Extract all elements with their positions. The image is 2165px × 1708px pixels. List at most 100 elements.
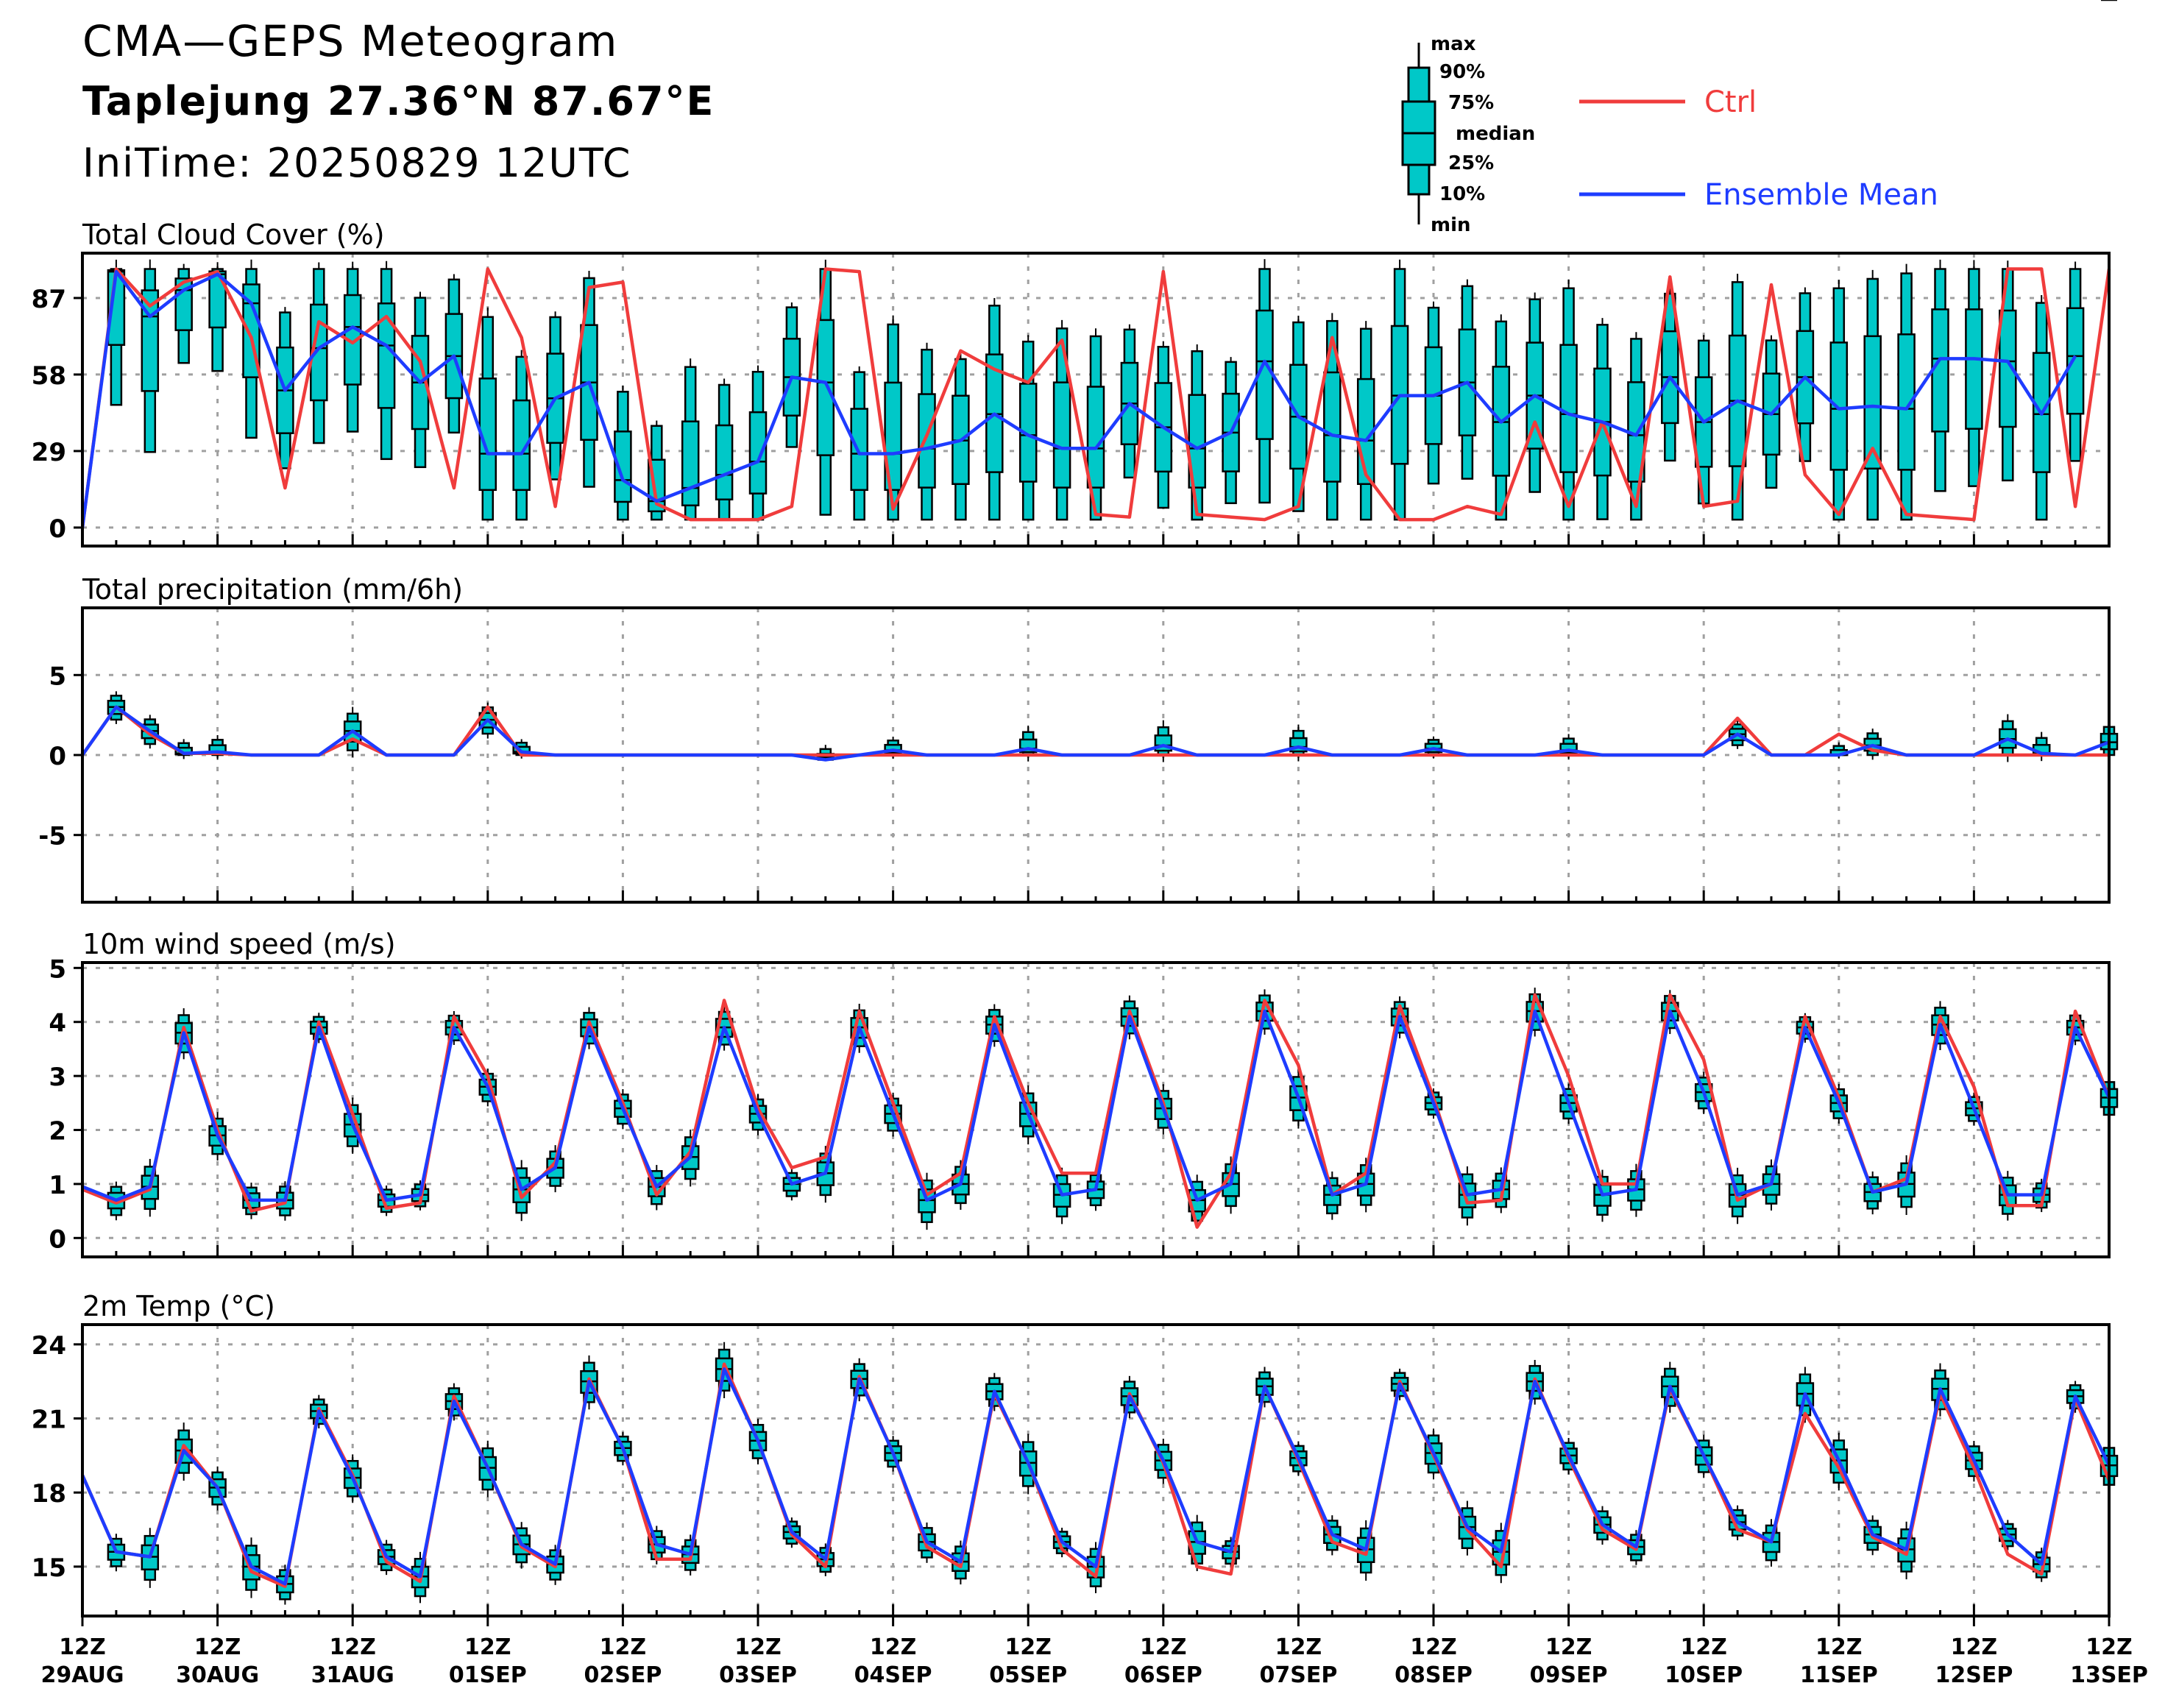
x-tick-hour-label: 12Z xyxy=(1680,1634,1727,1660)
x-tick-date-label: 11SEP xyxy=(1800,1662,1878,1688)
y-tick-label: 5 xyxy=(49,954,66,984)
box-inner xyxy=(512,399,531,492)
box-inner xyxy=(1188,394,1206,489)
station-label: Taplejung 27.36°N 87.67°E xyxy=(82,78,715,124)
panel-title-0: Total Cloud Cover (%) xyxy=(82,219,385,251)
panel-0: Total Cloud Cover (%) 0 29 58 87 xyxy=(32,0,2117,548)
x-tick-date-label: 31AUG xyxy=(311,1662,394,1688)
legend-ctrl-label: Ctrl xyxy=(1704,85,1757,119)
mean-series-line xyxy=(80,269,2077,528)
panels: Total Cloud Cover (%) 0 29 58 87 Total precip… xyxy=(32,0,2119,1617)
y-tick-label: 0 xyxy=(49,514,66,544)
panel-title-1: Total precipitation (mm/6h) xyxy=(82,573,463,606)
legend-25-label: 25% xyxy=(1448,152,1494,174)
box-inner xyxy=(2066,307,2085,415)
chart-title: CMA—GEPS Meteogram xyxy=(82,16,619,66)
y-tick-label: 1 xyxy=(49,1171,66,1200)
x-tick-date-label: 06SEP xyxy=(1124,1662,1202,1688)
box-inner xyxy=(1323,371,1342,483)
y-tick-label: 0 xyxy=(49,742,66,771)
x-tick-date-label: 08SEP xyxy=(1395,1662,1473,1688)
x-tick-hour-label: 12Z xyxy=(600,1634,647,1660)
y-tick-label: 21 xyxy=(32,1406,66,1435)
x-tick-date-label: 30AUG xyxy=(176,1662,259,1688)
box-inner xyxy=(1052,381,1071,489)
x-tick-date-label: 12SEP xyxy=(1935,1662,2013,1688)
box-inner xyxy=(918,393,936,489)
panel-title-2: 10m wind speed (m/s) xyxy=(82,928,396,960)
box-inner xyxy=(1999,309,2017,428)
x-tick-date-label: 04SEP xyxy=(854,1662,932,1688)
legend-10-label: 10% xyxy=(1439,183,1485,205)
mean-series-line xyxy=(82,1009,2111,1202)
legend-median-label: median xyxy=(1456,123,1535,145)
ctrl-series-line xyxy=(81,705,2109,757)
box-inner xyxy=(715,424,734,500)
y-tick-label: 15 xyxy=(32,1553,66,1583)
box-inner xyxy=(681,420,700,507)
x-tick-hour-label: 12Z xyxy=(194,1634,241,1660)
box-inner xyxy=(1931,308,1949,433)
x-tick-hour-label: 12Z xyxy=(1410,1634,1457,1660)
x-tick-hour-label: 12Z xyxy=(734,1634,782,1660)
box-inner xyxy=(850,408,868,492)
box-inner xyxy=(884,381,902,492)
y-tick-label: 29 xyxy=(32,438,66,467)
x-tick-date-label: 02SEP xyxy=(584,1662,662,1688)
box-inner xyxy=(1559,344,1578,473)
y-tick-label: -5 xyxy=(38,822,66,851)
x-tick-hour-label: 12Z xyxy=(2086,1634,2133,1660)
legend-max-label: max xyxy=(1431,33,1476,55)
x-tick-hour-label: 12Z xyxy=(1275,1634,1322,1660)
panel-1: Total precipitation (mm/6h) -5 0 5 xyxy=(38,573,2119,904)
panel-title-3: 2m Temp (°C) xyxy=(82,1290,275,1322)
y-tick-label: 18 xyxy=(32,1479,66,1509)
x-tick-hour-label: 12Z xyxy=(329,1634,376,1660)
box-inner xyxy=(141,289,160,392)
ctrl-series-line xyxy=(80,267,2111,528)
x-tick-hour-label: 12Z xyxy=(1951,1634,1998,1660)
x-tick-date-label: 13SEP xyxy=(2070,1662,2148,1688)
box-inner xyxy=(1965,308,1983,430)
y-tick-label: 0 xyxy=(49,1225,66,1254)
x-tick-hour-label: 12Z xyxy=(1140,1634,1187,1660)
x-tick-hour-label: 12Z xyxy=(59,1634,106,1660)
x-tick-date-label: 03SEP xyxy=(719,1662,797,1688)
box-inner xyxy=(1897,333,1916,471)
mean-series-line xyxy=(80,1367,2111,1586)
y-tick-label: 3 xyxy=(49,1063,66,1092)
y-tick-label: 24 xyxy=(32,1331,66,1361)
y-tick-label: 58 xyxy=(32,361,66,391)
x-tick-date-label: 09SEP xyxy=(1530,1662,1608,1688)
y-tick-label: 2 xyxy=(49,1117,66,1147)
x-tick-date-label: 29AUG xyxy=(40,1662,124,1688)
x-tick-hour-label: 12Z xyxy=(464,1634,511,1660)
x-tick-date-label: 07SEP xyxy=(1259,1662,1337,1688)
x-tick-hour-label: 12Z xyxy=(1545,1634,1592,1660)
legend: max 90% 75% median 25% 10% min Ctrl Ense… xyxy=(1401,33,1938,236)
box-inner xyxy=(343,294,362,386)
legend-90-label: 90% xyxy=(1439,61,1485,83)
box-inner xyxy=(748,411,768,495)
x-axis: 12Z29AUG12Z30AUG12Z31AUG12Z01SEP12Z02SEP… xyxy=(40,1616,2148,1688)
legend-75-label: 75% xyxy=(1448,92,1494,114)
mean-series-line xyxy=(81,705,2110,762)
x-tick-date-label: 10SEP xyxy=(1665,1662,1743,1688)
box-inner xyxy=(816,319,835,456)
x-tick-hour-label: 12Z xyxy=(1815,1634,1863,1660)
box-inner xyxy=(1086,386,1105,489)
legend-mean-label: Ensemble Mean xyxy=(1704,178,1938,212)
y-tick-label: 4 xyxy=(49,1009,66,1038)
x-tick-date-label: 05SEP xyxy=(989,1662,1067,1688)
x-tick-hour-label: 12Z xyxy=(1004,1634,1052,1660)
legend-min-label: min xyxy=(1431,214,1471,236)
y-tick-label: 5 xyxy=(49,662,66,691)
panel-2: 10m wind speed (m/s) 0 1 2 3 4 5 xyxy=(49,928,2119,1258)
x-tick-date-label: 01SEP xyxy=(449,1662,527,1688)
box-inner xyxy=(1829,341,1849,471)
box-inner xyxy=(310,303,328,402)
box-inner xyxy=(1863,335,1882,470)
init-time-label: IniTime: 20250829 12UTC xyxy=(82,140,632,186)
